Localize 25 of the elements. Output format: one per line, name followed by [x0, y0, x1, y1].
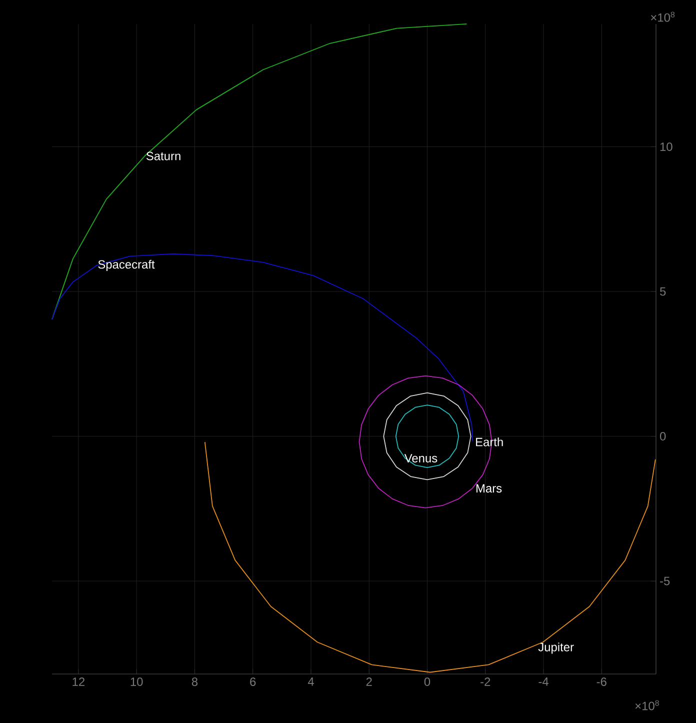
text: ×10$^{8}$: [651, 12, 675, 22]
x-tick-label: 4: [308, 678, 314, 686]
line-series: [52, 253, 474, 442]
line-series: [383, 392, 472, 480]
y-tick-label: 10: [660, 142, 672, 151]
series-label: Mars: [476, 484, 502, 493]
x-tick-label: -4: [538, 678, 548, 686]
line-series: [52, 24, 468, 320]
x-tick-label: 8: [192, 678, 198, 686]
x-tick-label: 6: [250, 678, 256, 686]
x-tick-label: -2: [480, 678, 490, 686]
x-tick-label: 10: [130, 678, 143, 686]
x-tick-label: 0: [424, 678, 430, 686]
y-tick-label: -5: [660, 576, 670, 586]
series-label: Saturn: [146, 152, 180, 160]
series-label: Venus: [404, 454, 438, 462]
x-tick-label: -6: [596, 678, 606, 686]
y-tick-label: 5: [660, 287, 666, 296]
y-tick-label: 0: [660, 432, 666, 441]
text: ×10$^{8}$: [635, 700, 659, 710]
series-label: Jupiter: [538, 642, 574, 654]
line-series: [395, 404, 460, 468]
x-tick-label: 12: [72, 678, 84, 686]
series-label: Spacecraft: [98, 260, 155, 272]
x-tick-label: 2: [366, 678, 372, 686]
